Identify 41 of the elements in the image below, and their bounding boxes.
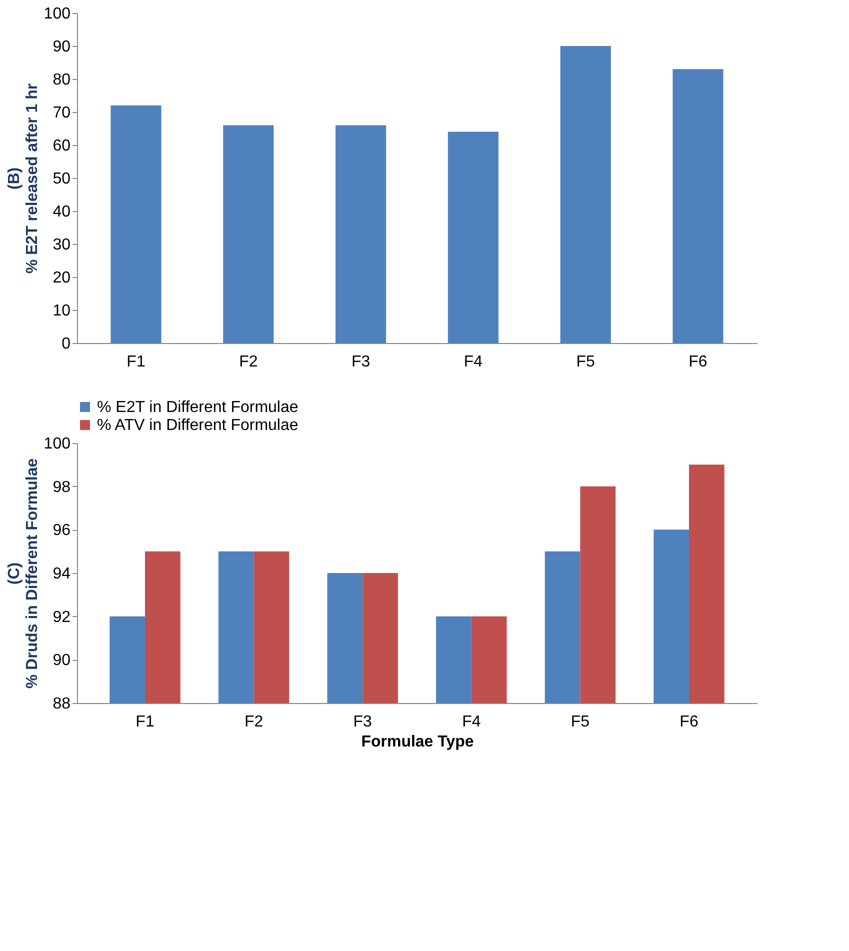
y-tick-label: 40 [52, 204, 71, 220]
x-tick-label: F4 [464, 354, 483, 370]
y-tick-label: 50 [52, 170, 71, 188]
x-tick-label: F3 [353, 714, 372, 730]
y-axis-title: (B) % E2T released after 1 hr [6, 83, 41, 274]
x-tick-label: F4 [462, 714, 481, 730]
x-tick-label: F2 [239, 354, 258, 370]
bar [336, 125, 386, 343]
y-axis-title: (C) % Druds in Different Formulae [6, 458, 41, 689]
y-tick-label: 20 [52, 270, 71, 286]
x-tick-label: F5 [570, 714, 590, 730]
bar [223, 125, 274, 343]
y-tick-label: 70 [52, 104, 71, 122]
legend-label: % E2T in Different Formulae [97, 399, 298, 416]
x-tick-label: F6 [688, 354, 708, 370]
y-tick-label: 80 [52, 72, 71, 88]
y-tick-label: 60 [52, 138, 71, 154]
y-tick-label: 90 [52, 652, 71, 670]
bar [110, 105, 162, 343]
y-tick-label: 30 [52, 236, 71, 254]
y-tick-label: 94 [52, 566, 71, 582]
x-tick-label: F3 [351, 354, 370, 370]
x-axis-title: Formulae Type [361, 734, 474, 750]
y-tick-label: 88 [52, 696, 71, 712]
y-tick-label: 0 [62, 336, 71, 352]
y-tick-label: 98 [52, 478, 71, 496]
y-tick-label: 100 [44, 6, 71, 22]
y-tick-label: 100 [44, 436, 71, 452]
y-tick-label: 90 [52, 38, 71, 56]
y-tick-label: 10 [52, 302, 71, 320]
y-tick-label: 92 [52, 608, 71, 626]
legend-label: % ATV in Different Formulae [97, 417, 298, 434]
x-tick-label: F2 [244, 714, 264, 730]
bar [672, 69, 724, 343]
x-tick-label: F1 [136, 714, 154, 730]
bar [560, 46, 611, 343]
bar [448, 132, 498, 343]
y-tick-label: 96 [52, 522, 71, 540]
x-tick-label: F1 [126, 354, 146, 370]
x-tick-label: F5 [576, 354, 596, 370]
x-tick-label: F6 [680, 714, 698, 730]
